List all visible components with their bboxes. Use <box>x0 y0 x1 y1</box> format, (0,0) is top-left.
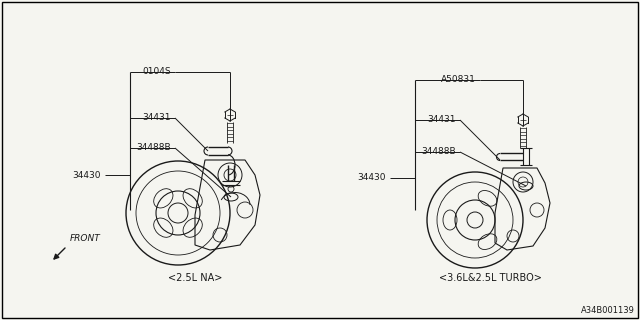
Text: A34B001139: A34B001139 <box>581 306 635 315</box>
Text: FRONT: FRONT <box>70 234 100 243</box>
Text: 34430: 34430 <box>358 173 386 182</box>
Text: 34431: 34431 <box>143 114 171 123</box>
Text: 0104S: 0104S <box>142 68 171 76</box>
Text: A50831: A50831 <box>441 76 476 84</box>
Text: <3.6L&2.5L TURBO>: <3.6L&2.5L TURBO> <box>438 273 541 283</box>
Text: 34488B: 34488B <box>421 148 456 156</box>
Text: 34488B: 34488B <box>136 143 171 153</box>
Text: <2.5L NA>: <2.5L NA> <box>168 273 222 283</box>
Text: 34430: 34430 <box>72 171 101 180</box>
Text: 34431: 34431 <box>428 116 456 124</box>
